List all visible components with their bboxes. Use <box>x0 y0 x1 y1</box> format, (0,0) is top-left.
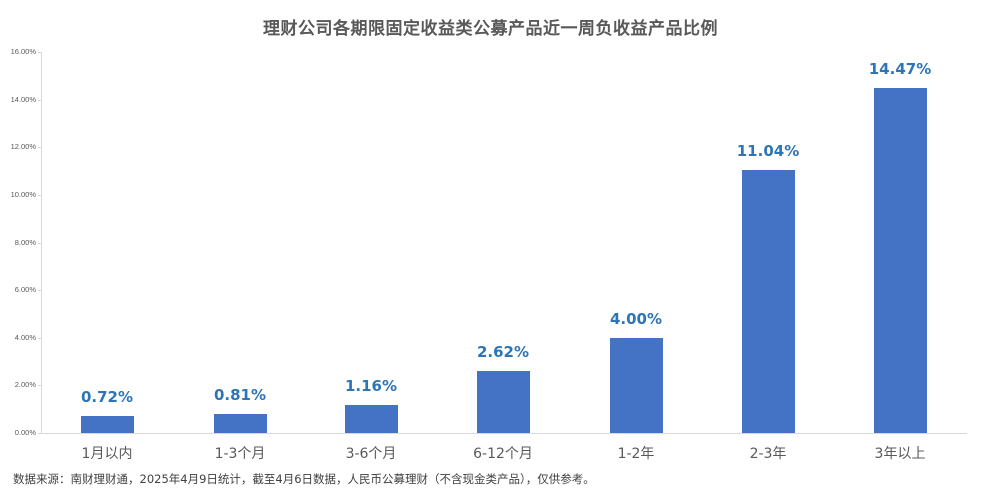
x-category-label: 6-12个月 <box>473 446 533 462</box>
y-tick-label: 6.00% <box>14 285 36 295</box>
y-tick-mark <box>38 337 41 339</box>
x-category-label: 1-2年 <box>617 446 655 462</box>
chart-title: 理财公司各期限固定收益类公募产品近一周负收益产品比例 <box>263 19 718 39</box>
bar-value-label: 11.04% <box>736 142 800 161</box>
y-tick-mark <box>38 290 41 292</box>
bar-value-label: 14.47% <box>868 60 932 79</box>
y-tick-mark <box>38 52 41 53</box>
y-tick-mark <box>38 433 41 434</box>
x-category-label: 3-6个月 <box>345 446 397 462</box>
bar-value-label: 4.00% <box>609 309 663 328</box>
x-category-label: 1-3个月 <box>214 446 266 462</box>
y-tick-label: 14.00% <box>10 94 36 104</box>
bar-3 <box>344 405 398 433</box>
bar-1 <box>80 415 134 433</box>
y-tick-label: 8.00% <box>14 237 36 247</box>
y-tick-mark <box>38 385 41 387</box>
bar-4 <box>476 370 530 433</box>
y-tick-label: 2.00% <box>14 380 36 390</box>
y-tick-mark <box>38 99 41 101</box>
y-tick-label: 4.00% <box>14 332 36 342</box>
x-category-label: 2-3年 <box>749 446 787 462</box>
y-tick-label: 16.00% <box>10 47 36 56</box>
x-category-label: 3年以上 <box>874 446 926 462</box>
y-tick-label: 0.00% <box>14 428 36 437</box>
y-tick-label: 10.00% <box>10 189 36 199</box>
y-tick-label: 12.00% <box>10 142 36 152</box>
bar-value-label: 2.62% <box>476 342 530 361</box>
y-tick-mark <box>38 194 41 196</box>
bar-value-label: 0.72% <box>80 387 134 406</box>
bar-value-label: 1.16% <box>344 377 398 396</box>
bar-7 <box>873 88 927 433</box>
x-axis-line <box>41 433 967 434</box>
bar-5 <box>609 337 663 433</box>
x-category-label: 1月以内 <box>81 446 133 462</box>
y-tick-mark <box>38 147 41 149</box>
y-axis-line <box>41 52 42 433</box>
data-source-note: 数据来源：南财理财通，2025年4月9日统计，截至4月6日数据，人民币公募理财（… <box>13 472 595 486</box>
bar-6 <box>741 170 795 433</box>
bar-value-label: 0.81% <box>213 385 267 404</box>
bar-2 <box>213 413 267 433</box>
y-tick-mark <box>38 242 41 244</box>
